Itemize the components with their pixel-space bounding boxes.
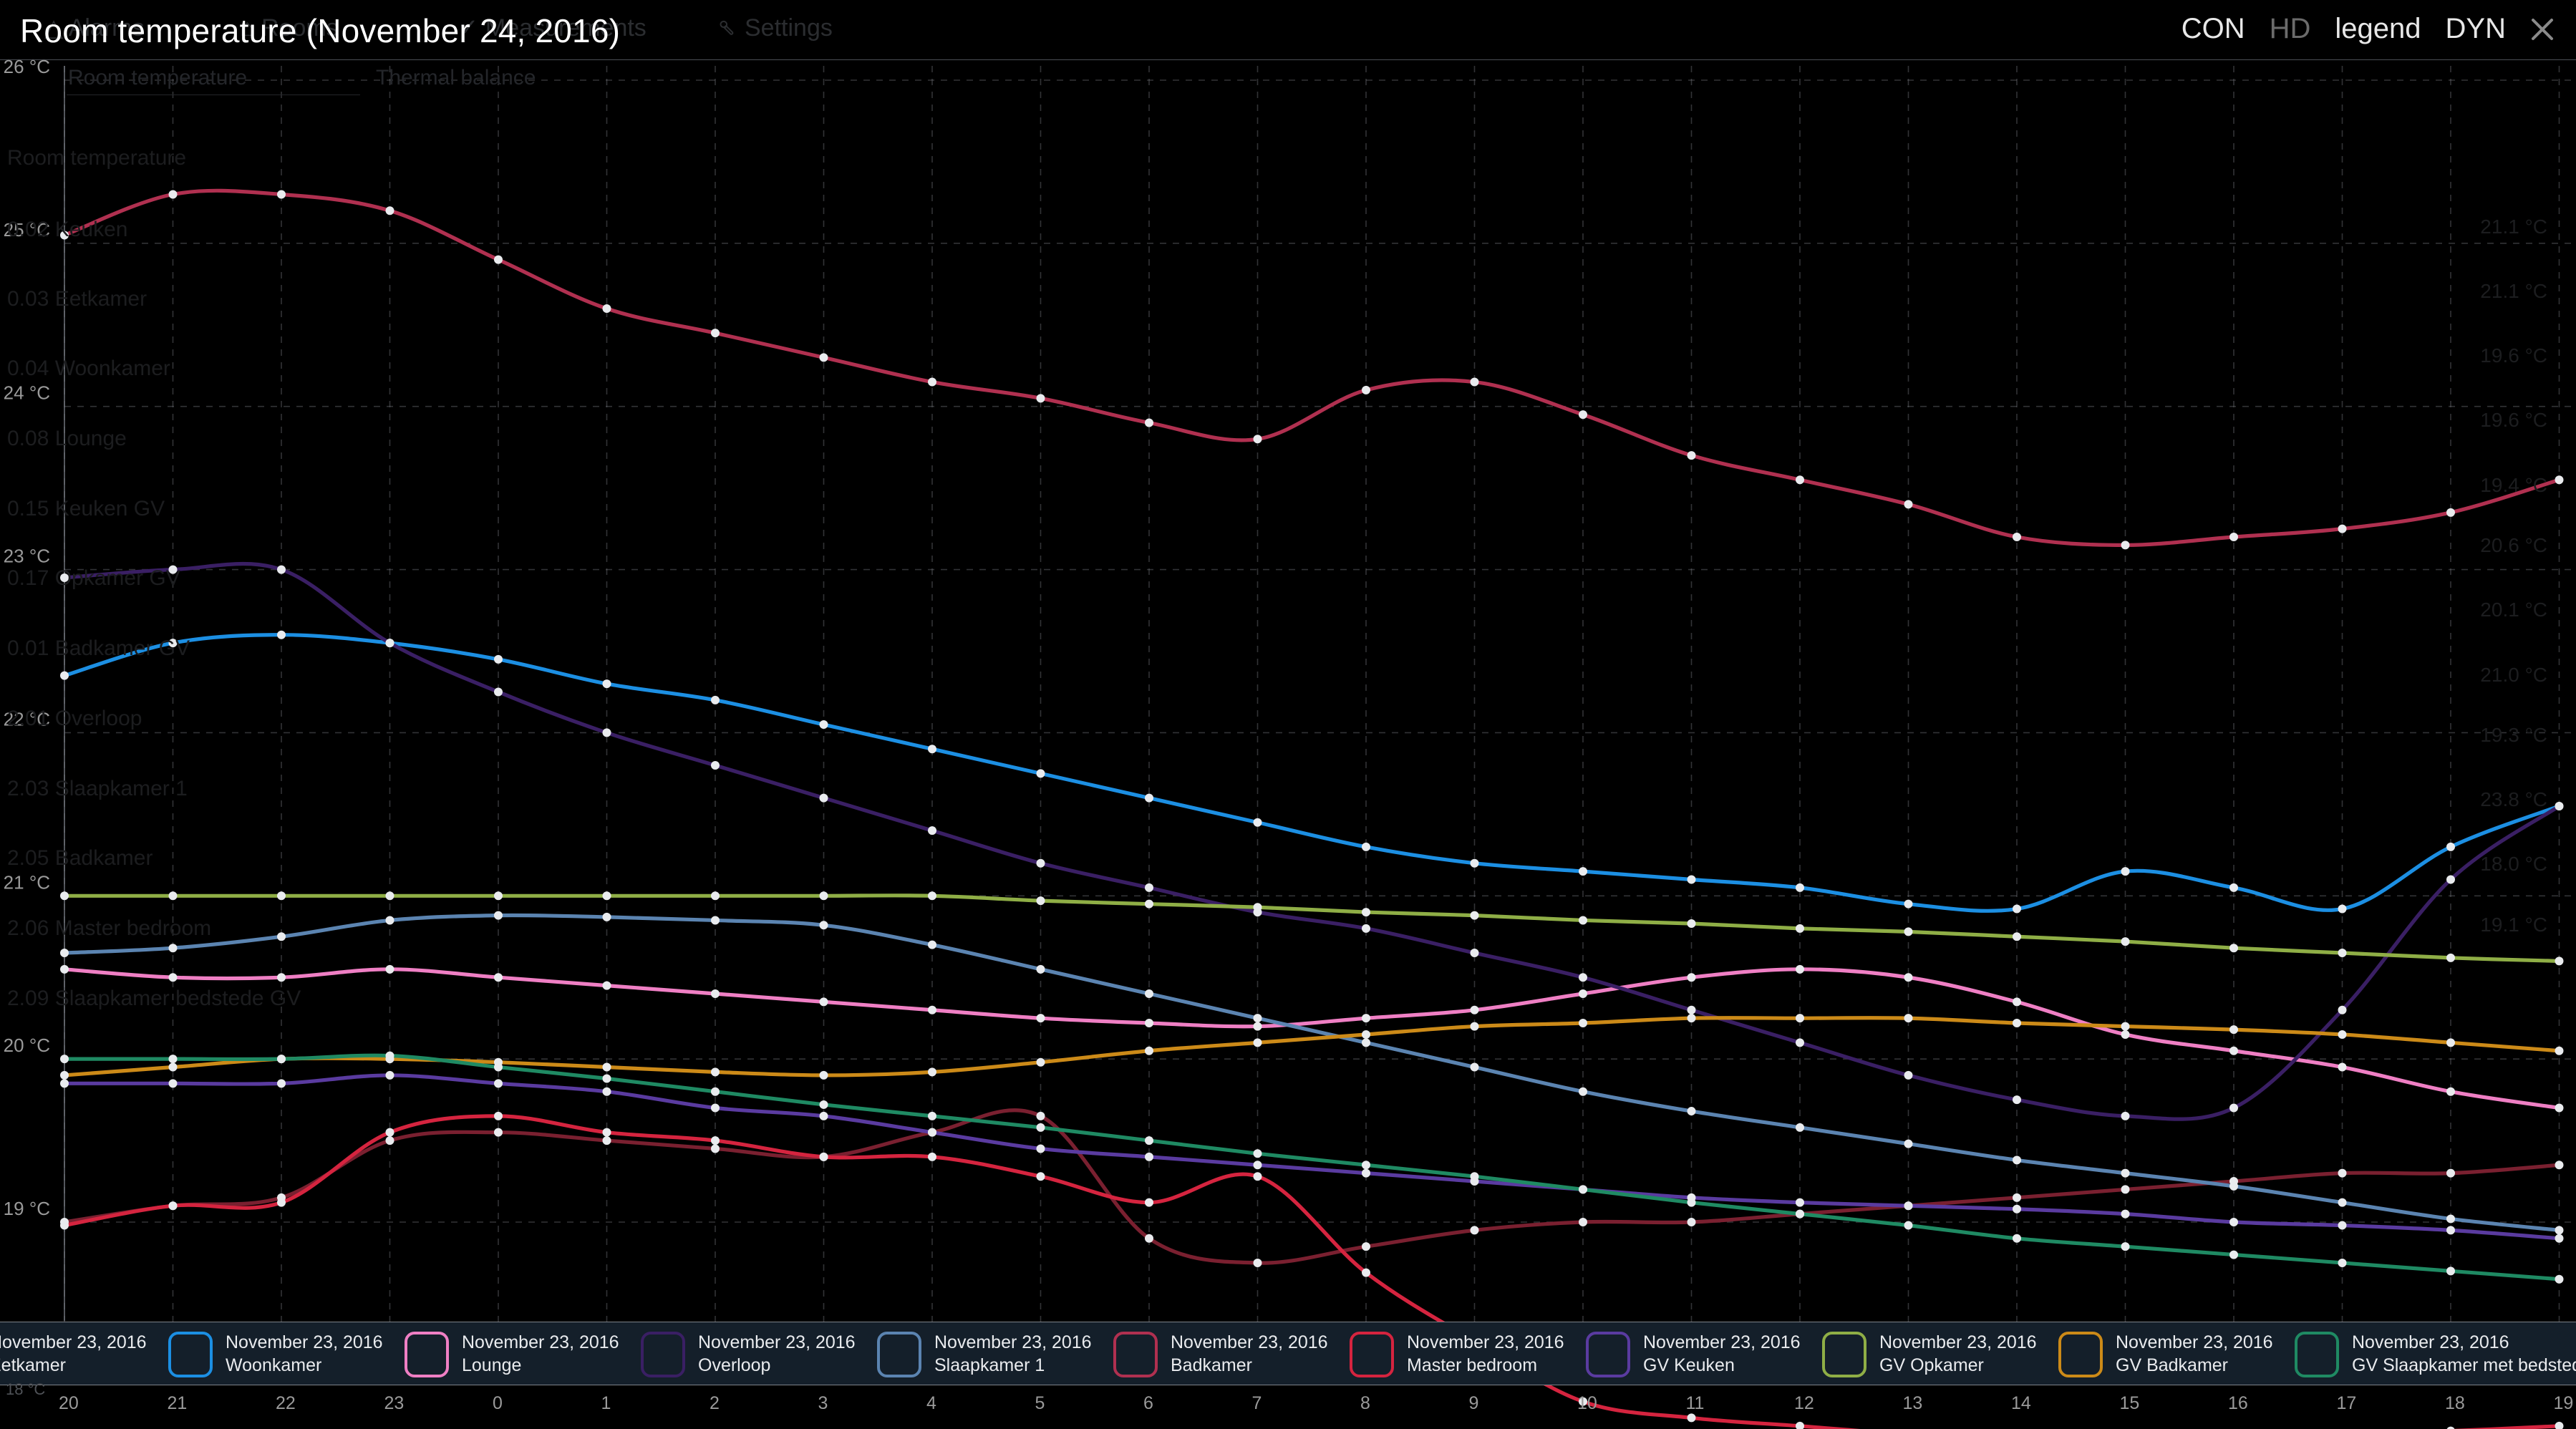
svg-text:19 °C: 19 °C [4,1198,50,1219]
svg-text:24 °C: 24 °C [4,382,50,404]
svg-text:26 °C: 26 °C [4,56,50,77]
svg-text:20 °C: 20 °C [4,1035,50,1056]
svg-text:21 °C: 21 °C [4,871,50,893]
svg-text:23 °C: 23 °C [4,546,50,567]
